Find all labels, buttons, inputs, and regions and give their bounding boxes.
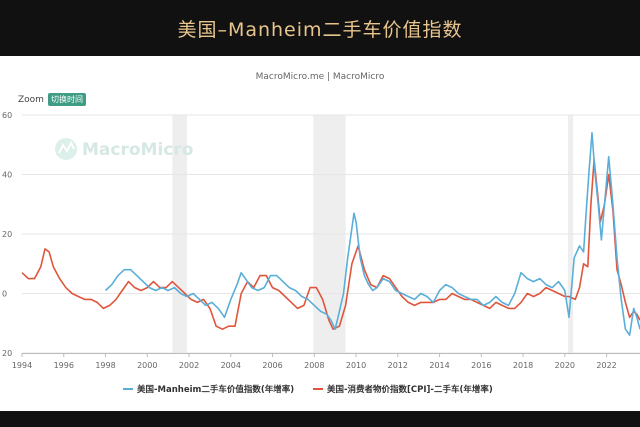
- legend-label-0: 美国-Manheim二手车价值指数(年增率): [137, 384, 294, 395]
- x-tick-label-2002: 2002: [179, 361, 199, 370]
- x-tick-label-1994: 1994: [12, 361, 32, 370]
- macromicro-logo-icon: [55, 138, 77, 160]
- bottom-bar: [0, 411, 640, 427]
- y-tick-label-40: 40: [2, 171, 12, 180]
- chart-panel: MacroMicro.me | MacroMicro Zoom 切换时间 Mac…: [0, 56, 640, 411]
- x-tick-label-2000: 2000: [137, 361, 157, 370]
- x-tick-label-1998: 1998: [95, 361, 115, 370]
- x-tick-label-2020: 2020: [555, 361, 575, 370]
- y-tick-label-0: 0: [2, 290, 7, 299]
- legend: 美国-Manheim二手车价值指数(年增率) 美国-消费者物价指数[CPI]-二手…: [123, 384, 493, 395]
- y-tick-label-60: 60: [2, 111, 12, 120]
- axes: 20 0 20 40 60 1994 1996 1998 2000 2002 2004 2006 200…: [2, 111, 640, 370]
- series-lines: [21, 132, 640, 336]
- zoom-toggle-button[interactable]: 切换时间: [47, 93, 86, 106]
- zoom-label: Zoom: [18, 94, 44, 105]
- watermark: MacroMicro: [55, 138, 193, 160]
- x-tick-label-2022: 2022: [596, 361, 616, 370]
- x-tick-label-1996: 1996: [54, 361, 74, 370]
- zoom-control: Zoom 切换时间: [18, 93, 86, 106]
- x-tick-label-2012: 2012: [388, 361, 408, 370]
- x-tick-label-2016: 2016: [471, 361, 491, 370]
- line-chart: MacroMicro 20 0 20 40 60 1994 1996 1998 2000 2002…: [2, 111, 640, 395]
- watermark-text: MacroMicro: [82, 140, 193, 160]
- y-tick-label--20: 20: [2, 349, 12, 358]
- legend-label-1: 美国-消费者物价指数[CPI]-二手车(年增率): [327, 384, 493, 395]
- x-tick-label-2008: 2008: [304, 361, 324, 370]
- source-line: MacroMicro.me | MacroMicro: [255, 72, 385, 82]
- x-tick-label-2014: 2014: [429, 361, 449, 370]
- x-tick-label-2010: 2010: [346, 361, 366, 370]
- page-title: 美国–Manheim二手车价值指数: [177, 18, 463, 41]
- series-line-0: [104, 132, 640, 336]
- y-tick-label-20: 20: [2, 230, 12, 239]
- x-tick-label-2006: 2006: [262, 361, 282, 370]
- title-banner: 美国–Manheim二手车价值指数: [0, 0, 640, 56]
- x-tick-label-2018: 2018: [513, 361, 533, 370]
- x-tick-label-2004: 2004: [221, 361, 241, 370]
